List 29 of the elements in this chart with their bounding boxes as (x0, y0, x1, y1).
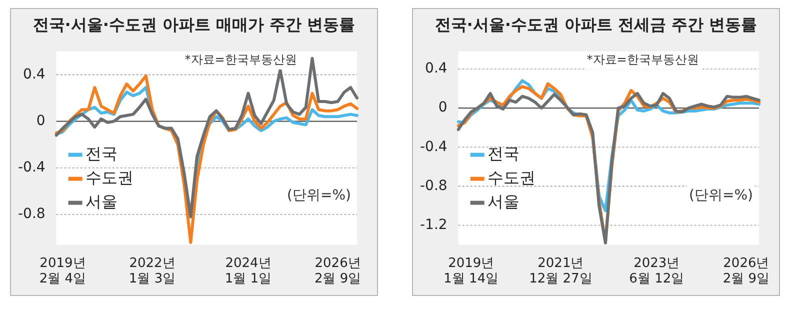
legend-label: 수도권 (487, 168, 536, 187)
chart-title: 전국·서울·수도권 아파트 매매가 주간 변동률 (32, 15, 356, 36)
y-tick-label: 0 (36, 112, 46, 129)
annotation: (단위=%) (689, 187, 753, 204)
legend-label: 수도권 (85, 168, 134, 187)
y-tick-label: 0.4 (425, 60, 448, 77)
x-tick-label: 2023년 6월 12일 (629, 256, 684, 287)
annotation: *자료=한국부동산원 (184, 52, 297, 67)
x-tick-label: 2019년 1월 14일 (444, 256, 499, 287)
x-tick-label: 2024년 1월 1일 (224, 256, 272, 287)
legend-label: 서울 (85, 192, 118, 211)
y-tick-label: -1.2 (420, 216, 448, 233)
x-tick-label: 2026년 2월 9일 (314, 256, 362, 287)
y-tick-label: -0.4 (18, 160, 46, 176)
y-tick-label: 0 (438, 100, 448, 116)
y-tick-label: -0.8 (18, 206, 46, 222)
legend-label: 전국 (85, 144, 118, 163)
x-tick-label: 2019년 2월 4일 (39, 256, 86, 287)
legend-label: 서울 (487, 192, 520, 211)
y-tick-label: -0.8 (420, 178, 448, 194)
annotation: *자료=한국부동산원 (586, 52, 699, 67)
y-tick-label: 0.4 (23, 66, 46, 82)
annotation: (단위=%) (287, 187, 351, 204)
x-tick-label: 2022년 1월 3일 (128, 256, 176, 287)
x-tick-label: 2026년 2월 9일 (722, 256, 770, 287)
legend-label: 전국 (487, 144, 520, 163)
y-tick-label: -0.4 (420, 138, 448, 155)
chart-title: 전국·서울·수도권 아파트 전세금 주간 변동률 (434, 15, 758, 36)
x-tick-label: 2021년 12월 27일 (529, 256, 592, 287)
